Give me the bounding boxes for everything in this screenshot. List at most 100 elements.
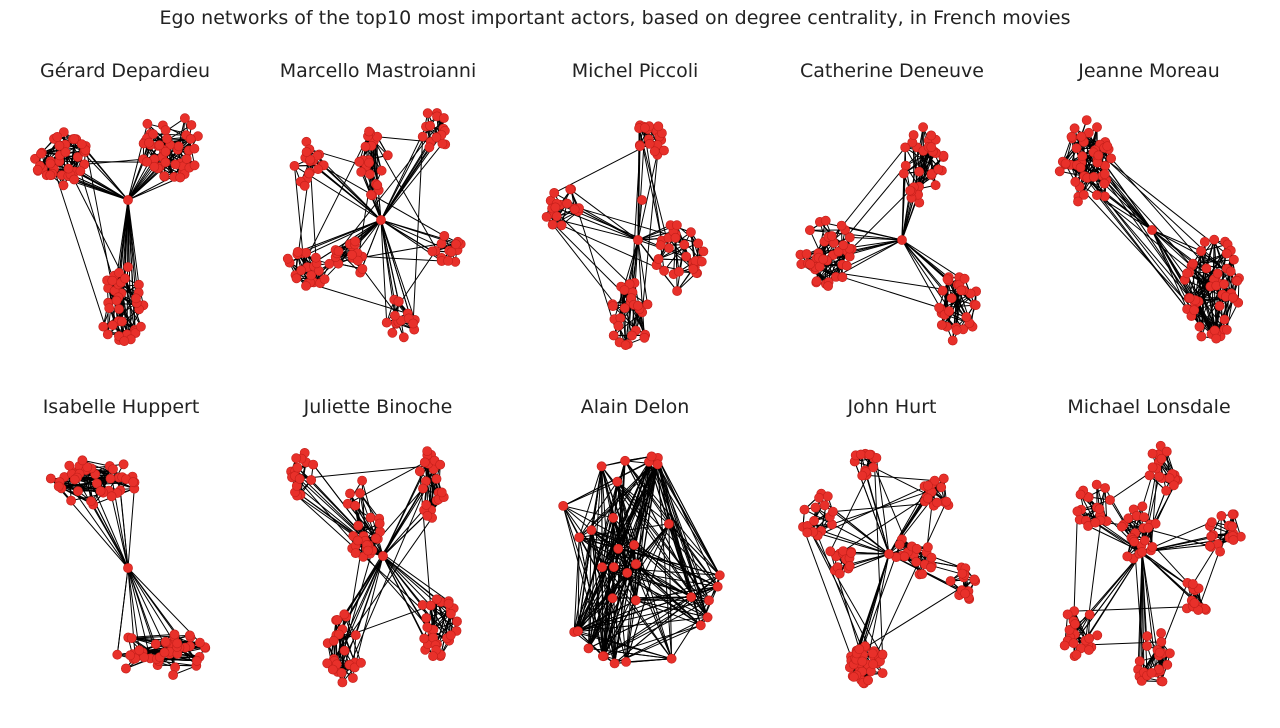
network-node: [353, 520, 364, 531]
network-panel-catherine-deneuve: Catherine Deneuve: [777, 58, 1007, 388]
network-node: [834, 568, 845, 579]
network-edge: [901, 239, 960, 278]
network-node: [936, 320, 947, 330]
network-node: [551, 211, 562, 222]
network-edge: [68, 465, 129, 569]
network-node: [1071, 143, 1082, 153]
network-node: [848, 671, 859, 682]
network-edge: [577, 537, 580, 632]
network-node: [52, 132, 63, 142]
network-node: [1214, 301, 1225, 311]
network-node: [646, 451, 657, 462]
network-node: [308, 459, 319, 470]
network-node: [596, 461, 607, 472]
network-node: [1189, 598, 1200, 608]
network-node: [945, 576, 956, 586]
network-node: [569, 204, 580, 215]
network-edge: [578, 537, 604, 657]
network-node: [598, 651, 608, 662]
network-edge: [588, 466, 603, 649]
network-node: [45, 170, 56, 181]
network-node: [956, 285, 967, 296]
network-node: [422, 622, 433, 633]
network-node: [418, 483, 428, 494]
network-edge: [630, 146, 641, 299]
network-node: [393, 296, 404, 307]
network-node: [398, 332, 409, 343]
network-node: [620, 340, 631, 350]
network-node: [372, 180, 383, 191]
network-node: [191, 655, 202, 666]
network-edge: [809, 229, 903, 241]
network-node: [1066, 131, 1077, 142]
network-edge: [579, 523, 669, 538]
network-node: [932, 497, 942, 508]
network-title: Marcello Mastroianni: [279, 60, 477, 82]
network-node: [961, 312, 972, 322]
network-node: [353, 255, 363, 266]
network-node: [631, 559, 641, 569]
network-node: [653, 254, 664, 264]
network-node: [608, 562, 619, 572]
network-edge: [354, 555, 384, 668]
network-edge: [1141, 551, 1148, 647]
network-node: [805, 225, 815, 236]
network-node: [1099, 178, 1110, 189]
network-node: [608, 512, 619, 523]
network-node: [1161, 446, 1172, 457]
network-node: [664, 243, 674, 253]
network-node: [123, 195, 133, 205]
network-node: [608, 301, 618, 311]
network-node: [833, 246, 844, 257]
network-node: [864, 449, 875, 460]
network-edge: [635, 563, 708, 618]
network-node: [443, 598, 454, 609]
nodes-group: [798, 448, 981, 689]
network-edge: [612, 517, 692, 598]
network-node: [642, 299, 653, 310]
network-edge: [624, 460, 709, 618]
network-node: [382, 150, 393, 161]
network-node: [64, 460, 75, 471]
ego-network-graph: [286, 446, 462, 688]
network-edge: [1086, 177, 1153, 231]
network-node: [1123, 513, 1134, 524]
network-node: [1088, 172, 1099, 182]
network-node: [908, 130, 919, 140]
network-edge: [637, 231, 674, 241]
network-edge: [127, 567, 178, 648]
network-node: [339, 645, 350, 656]
network-node: [930, 180, 941, 191]
network-node: [134, 645, 145, 656]
network-node: [417, 131, 428, 142]
network-title: Alain Delon: [580, 396, 690, 418]
network-node: [179, 113, 190, 124]
network-edge: [555, 206, 639, 241]
network-node: [304, 168, 314, 179]
network-node: [884, 549, 894, 559]
network-node: [378, 551, 388, 561]
network-node: [1162, 659, 1173, 670]
network-node: [292, 462, 303, 473]
network-node: [900, 142, 911, 153]
network-panel-juliette-binoche: Juliette Binoche: [263, 394, 493, 724]
network-edge: [368, 131, 442, 259]
network-edge: [614, 456, 653, 664]
network-node: [846, 547, 856, 558]
network-node: [339, 609, 350, 620]
network-node: [435, 459, 446, 470]
network-edge: [626, 658, 672, 663]
network-edge: [1197, 514, 1234, 611]
network-node: [414, 466, 425, 477]
network-node: [1070, 619, 1080, 629]
network-node: [1215, 546, 1225, 557]
network-node: [1187, 258, 1198, 269]
network-node: [574, 532, 585, 543]
network-node: [148, 129, 158, 139]
network-node: [128, 477, 139, 487]
network-node: [652, 459, 663, 470]
network-node: [347, 249, 357, 260]
network-edge: [602, 544, 635, 657]
network-title: Isabelle Huppert: [42, 396, 200, 418]
network-edge: [333, 555, 384, 662]
